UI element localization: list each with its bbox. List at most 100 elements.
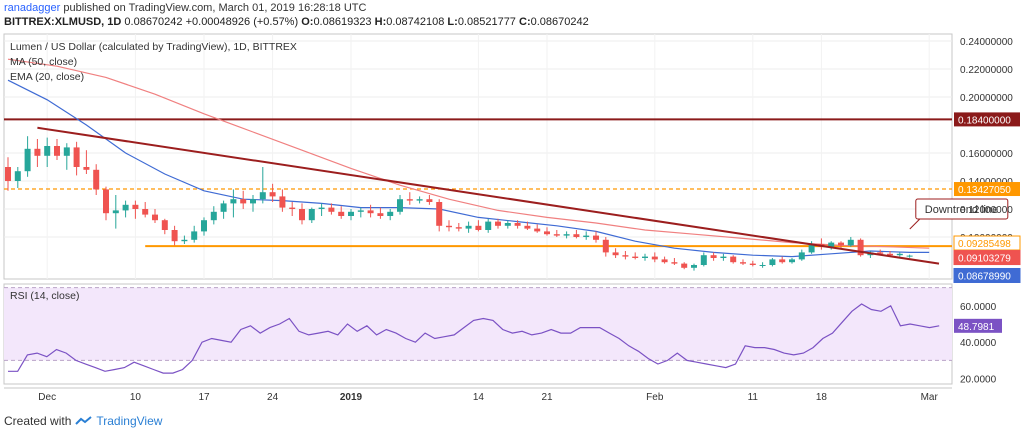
candle-body: [651, 256, 658, 260]
price-tick-label: 0.20000000: [960, 93, 1013, 104]
candle-body: [671, 262, 678, 264]
rsi-lines: [8, 303, 940, 374]
price-tick-label: 0.12000000: [960, 205, 1013, 216]
candle-body: [524, 225, 531, 229]
candle-body: [759, 265, 766, 266]
price-tick-label: 0.22000000: [960, 65, 1013, 76]
time-tick-label: Mar: [921, 392, 939, 403]
candle-body: [112, 210, 119, 214]
rsi-current-label: 48.7981: [958, 322, 995, 333]
candle-body: [318, 207, 325, 209]
created-with-label: Created with: [4, 414, 72, 428]
tradingview-link[interactable]: TradingView: [75, 414, 162, 428]
rsi-band: [4, 287, 952, 361]
chart-title: Lumen / US Dollar (calculated by Trading…: [10, 41, 297, 53]
candle-body: [446, 225, 452, 228]
rsi-tick-label: 60.0000: [960, 302, 997, 313]
candle-body: [436, 202, 443, 226]
candle-body: [710, 255, 717, 258]
time-tick-label: 24: [267, 392, 279, 403]
high-value: 0.08742108: [386, 16, 445, 28]
candle-body: [338, 211, 345, 216]
rsi-tick-label: 40.0000: [960, 338, 997, 349]
rsi-line: [8, 303, 940, 374]
candle-body: [5, 167, 11, 181]
candle-body: [612, 252, 619, 256]
level-label-bg: [954, 112, 1020, 127]
change-value: +0.00048926 (+0.57%): [185, 16, 299, 28]
footer: Created with TradingView: [4, 414, 162, 428]
candle-body: [593, 235, 599, 240]
price-grid: [4, 34, 952, 279]
time-tick-label: 11: [748, 392, 759, 403]
time-tick-label: 17: [198, 392, 210, 403]
candle-body: [348, 211, 354, 216]
candle-body: [622, 255, 629, 257]
candle-body: [63, 147, 70, 156]
symbol-label: BITTREX:XLMUSD, 1D: [4, 16, 122, 28]
time-tick-label: Feb: [646, 392, 664, 403]
candle-body: [426, 199, 433, 202]
candle-body: [857, 239, 864, 256]
price-axis: 0.24000000 0.22000000 0.20000000 0.16000000…: [953, 37, 1021, 283]
candle-body: [534, 228, 541, 232]
close-value-2: 0.08670242: [530, 16, 589, 28]
chart-header: ranadagger published on TradingView.com,…: [0, 0, 1024, 30]
candle-body: [14, 171, 21, 181]
price-label-bg: [953, 235, 1021, 251]
rsi-current-bg: [954, 318, 1002, 333]
level-label-resistance-2: 0.13427050: [958, 185, 1011, 196]
price-label-2: 0.08678990: [958, 271, 1011, 282]
chart-svg[interactable]: Downtrend line 0.24000000 0.22000000 0.200…: [0, 30, 1024, 408]
candle-body: [465, 225, 472, 229]
downtrend-pointer: [909, 218, 921, 230]
candle-body: [367, 210, 374, 214]
candle-body: [828, 242, 835, 247]
publish-info: ranadagger published on TradingView.com,…: [4, 2, 366, 14]
candle-body: [387, 211, 394, 216]
candle-body: [455, 227, 462, 229]
candle-body: [83, 167, 90, 170]
downtrend-label-box: [915, 198, 1009, 220]
candle-body: [24, 148, 31, 172]
candle-body: [230, 199, 237, 204]
candle-body: [877, 252, 884, 254]
candle-body: [485, 221, 492, 230]
candle-body: [730, 256, 737, 263]
candle-body: [700, 255, 707, 265]
high-label: H:: [374, 16, 387, 28]
candle-body: [210, 211, 217, 221]
candle-body: [122, 204, 129, 211]
candle-body: [416, 199, 423, 201]
candle-body: [259, 192, 266, 200]
candle-body: [181, 239, 188, 242]
candle-body: [779, 259, 786, 263]
candle-body: [495, 221, 501, 226]
candle-body: [377, 213, 384, 216]
candle-body: [749, 263, 756, 265]
level-label-resistance: 0.18400000: [958, 115, 1011, 126]
tradingview-logo-icon: [75, 416, 93, 425]
candle-body: [681, 263, 688, 268]
chart-area[interactable]: Downtrend line 0.24000000 0.22000000 0.200…: [0, 30, 1024, 408]
candle-body: [544, 231, 550, 235]
candle-body: [279, 196, 286, 208]
candle-body: [103, 189, 109, 214]
open-label: O:: [301, 16, 314, 28]
author-link[interactable]: ranadagger: [4, 2, 61, 14]
candle-body: [896, 253, 903, 256]
low-label: L:: [447, 16, 458, 28]
close-label: C:: [519, 16, 531, 28]
candle-body: [642, 256, 648, 258]
rsi-axis: 60.0000 40.0000 20.0000 48.7981: [954, 302, 1002, 386]
rsi-grid: [4, 287, 952, 361]
candle-body: [475, 225, 482, 230]
price-label-1: 0.09103279: [958, 254, 1011, 265]
candle-body: [161, 220, 168, 230]
candle-body: [44, 146, 51, 156]
candle-body: [191, 231, 198, 240]
candle-body: [171, 230, 178, 242]
publish-text: published on TradingView.com, March 01, …: [63, 2, 367, 14]
candle-body: [887, 253, 893, 256]
candle-body: [34, 148, 41, 156]
